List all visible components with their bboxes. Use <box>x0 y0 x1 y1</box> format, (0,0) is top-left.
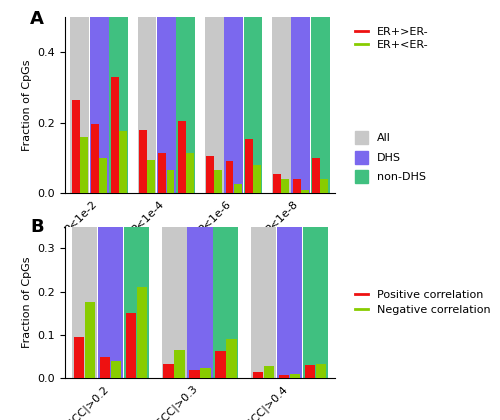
Bar <box>74 337 85 378</box>
Bar <box>292 17 310 193</box>
Bar <box>290 374 300 378</box>
Bar <box>162 227 186 378</box>
Bar <box>277 227 302 378</box>
Bar <box>136 287 147 378</box>
Bar <box>304 365 315 378</box>
Bar <box>139 130 147 193</box>
Bar <box>186 152 194 193</box>
Bar <box>166 170 174 193</box>
Bar <box>126 313 136 378</box>
Bar <box>252 373 264 378</box>
Bar <box>80 137 88 193</box>
Bar <box>85 302 96 378</box>
Bar <box>226 161 234 193</box>
Legend: All, DHS, non-DHS: All, DHS, non-DHS <box>350 127 430 188</box>
Text: B: B <box>30 218 44 236</box>
Bar <box>124 227 149 378</box>
Bar <box>320 179 328 193</box>
Bar <box>272 17 290 193</box>
Bar <box>282 179 290 193</box>
Bar <box>110 77 118 193</box>
Y-axis label: Fraction of CpGs: Fraction of CpGs <box>22 59 32 151</box>
Bar <box>174 350 185 378</box>
Bar <box>98 227 123 378</box>
Bar <box>204 17 224 193</box>
Bar <box>215 351 226 378</box>
Bar <box>214 227 238 378</box>
Bar <box>234 184 241 193</box>
Bar <box>312 158 320 193</box>
Bar <box>111 361 122 378</box>
Bar <box>119 131 127 193</box>
Bar <box>214 170 222 193</box>
Bar <box>72 227 97 378</box>
Bar <box>100 357 110 378</box>
Bar <box>226 339 236 378</box>
Bar <box>188 227 212 378</box>
Bar <box>311 17 330 193</box>
Bar <box>206 156 214 193</box>
Bar <box>273 174 281 193</box>
Bar <box>70 17 89 193</box>
Bar <box>138 17 156 193</box>
Bar <box>110 17 128 193</box>
Bar <box>91 124 99 193</box>
Bar <box>90 17 108 193</box>
Bar <box>200 368 210 378</box>
Text: A: A <box>30 10 44 28</box>
Bar <box>147 160 155 193</box>
Bar <box>251 227 276 378</box>
Bar <box>157 17 176 193</box>
Bar <box>278 375 289 378</box>
Bar <box>100 158 108 193</box>
Bar <box>301 190 309 193</box>
Bar <box>264 366 274 378</box>
Bar <box>178 121 186 193</box>
Bar <box>244 17 262 193</box>
Bar <box>245 139 253 193</box>
Y-axis label: Fraction of CpGs: Fraction of CpGs <box>22 257 32 348</box>
Legend: Positive correlation, Negative correlation: Positive correlation, Negative correlati… <box>350 285 496 320</box>
Bar <box>158 152 166 193</box>
Bar <box>303 227 328 378</box>
Bar <box>253 165 261 193</box>
Bar <box>292 179 300 193</box>
Bar <box>190 370 200 378</box>
Bar <box>224 17 243 193</box>
Bar <box>72 100 80 193</box>
Bar <box>164 364 174 378</box>
Bar <box>176 17 196 193</box>
Bar <box>316 364 326 378</box>
